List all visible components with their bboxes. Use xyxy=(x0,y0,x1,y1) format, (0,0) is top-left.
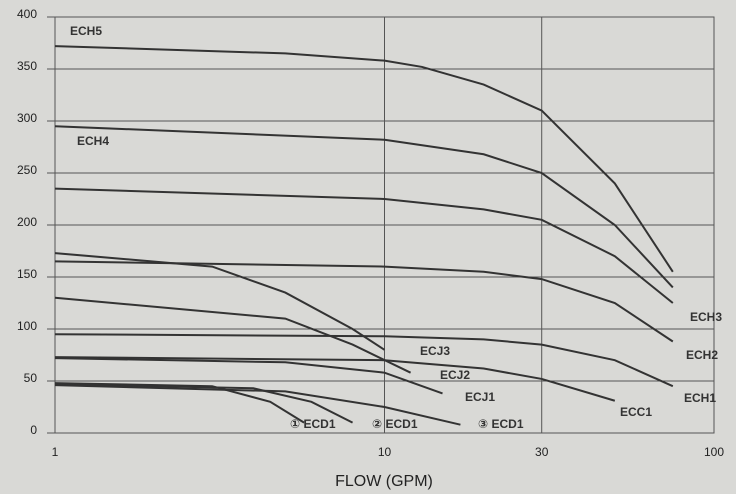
curve xyxy=(54,125,674,289)
curve-label: ① ECD1 xyxy=(290,417,336,431)
y-tick-label: 350 xyxy=(17,59,37,73)
curve-label: ECC1 xyxy=(620,405,652,419)
x-tick-label: 1 xyxy=(52,445,59,459)
curve xyxy=(54,357,443,395)
curve-label: ECH3 xyxy=(690,310,722,324)
curve xyxy=(54,45,674,273)
curve-label: ECJ2 xyxy=(440,368,470,382)
curve-label: ③ ECD1 xyxy=(478,417,524,431)
curve xyxy=(54,383,354,424)
x-axis-label: FLOW (GPM) xyxy=(335,473,433,490)
curve-label: ECJ3 xyxy=(420,344,450,358)
curve xyxy=(54,382,305,424)
curve-label: ECH1 xyxy=(684,391,716,405)
y-tick-label: 300 xyxy=(17,111,37,125)
y-tick-label: 100 xyxy=(17,319,37,333)
y-tick-label: 400 xyxy=(17,7,37,21)
x-tick-label: 30 xyxy=(535,445,549,459)
curve xyxy=(54,187,674,304)
curve-label: ECH5 xyxy=(70,24,102,38)
curve-label: ECJ1 xyxy=(465,390,495,404)
curve xyxy=(54,252,386,351)
y-tick-label: 0 xyxy=(30,423,37,437)
curve xyxy=(54,296,412,374)
curve-label: ② ECD1 xyxy=(372,417,418,431)
y-tick-label: 200 xyxy=(17,215,37,229)
y-tick-label: 250 xyxy=(17,163,37,177)
x-tick-label: 10 xyxy=(378,445,392,459)
curve-label: ECH4 xyxy=(77,134,109,148)
y-tick-label: 50 xyxy=(24,371,38,385)
y-tick-label: 150 xyxy=(17,267,37,281)
curve-label: ECH2 xyxy=(686,348,718,362)
curve xyxy=(54,384,461,426)
curve xyxy=(54,356,616,402)
x-tick-label: 100 xyxy=(704,445,724,459)
curve xyxy=(54,260,674,343)
